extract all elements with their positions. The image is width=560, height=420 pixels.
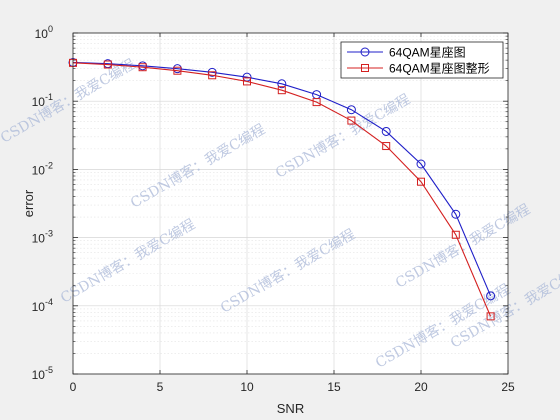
legend-marker-square — [361, 64, 369, 72]
data-point-square — [138, 63, 147, 72]
y-tick-label: 10-2 — [32, 160, 53, 177]
data-point-square — [451, 230, 460, 239]
data-point-square — [347, 116, 356, 125]
x-tick-label: 0 — [70, 380, 77, 394]
series-layer — [68, 57, 496, 321]
legend-marker-circle — [360, 47, 370, 57]
data-point-square — [208, 71, 217, 80]
data-point-circle — [451, 209, 461, 219]
legend-item: 64QAM星座图 — [347, 45, 466, 60]
legend-label: 64QAM星座图整形 — [389, 61, 490, 76]
legend-label: 64QAM星座图 — [389, 45, 466, 60]
y-tick-label: 10-3 — [32, 229, 53, 246]
data-point-square — [417, 177, 425, 186]
data-point-square — [312, 98, 321, 107]
x-tick-label: 10 — [240, 380, 254, 394]
data-point-square — [173, 66, 182, 75]
data-point-circle — [381, 126, 391, 136]
tick-layer: 0 5 10 15 20 25 100 10-1 10-2 10-3 10-4 10-5 — [32, 24, 515, 394]
data-point-square — [243, 77, 251, 86]
axes-box — [72, 32, 509, 375]
y-axis-label: error — [21, 189, 36, 217]
y-tick-label: 10-1 — [32, 92, 53, 109]
y-tick-label: 100 — [35, 24, 53, 41]
y-tick-label: 10-4 — [32, 297, 53, 314]
x-tick-label: 25 — [501, 380, 515, 394]
series-2 — [69, 58, 495, 321]
data-point-circle — [486, 291, 496, 301]
x-tick-label: 15 — [327, 380, 341, 394]
x-axis-label: SNR — [277, 401, 304, 416]
data-point-square — [486, 312, 495, 321]
data-point-circle — [416, 159, 426, 169]
series-line — [72, 62, 492, 317]
data-point-circle — [277, 79, 287, 89]
legend-item: 64QAM星座图整形 — [347, 61, 490, 76]
x-tick-label: 5 — [157, 380, 164, 394]
data-point-square — [103, 60, 112, 69]
y-tick-label: 10-5 — [32, 365, 53, 382]
data-point-square — [277, 86, 286, 95]
series-line — [72, 61, 492, 297]
data-point-square — [382, 142, 391, 151]
x-tick-label: 20 — [414, 380, 428, 394]
data-point-circle — [346, 105, 356, 115]
